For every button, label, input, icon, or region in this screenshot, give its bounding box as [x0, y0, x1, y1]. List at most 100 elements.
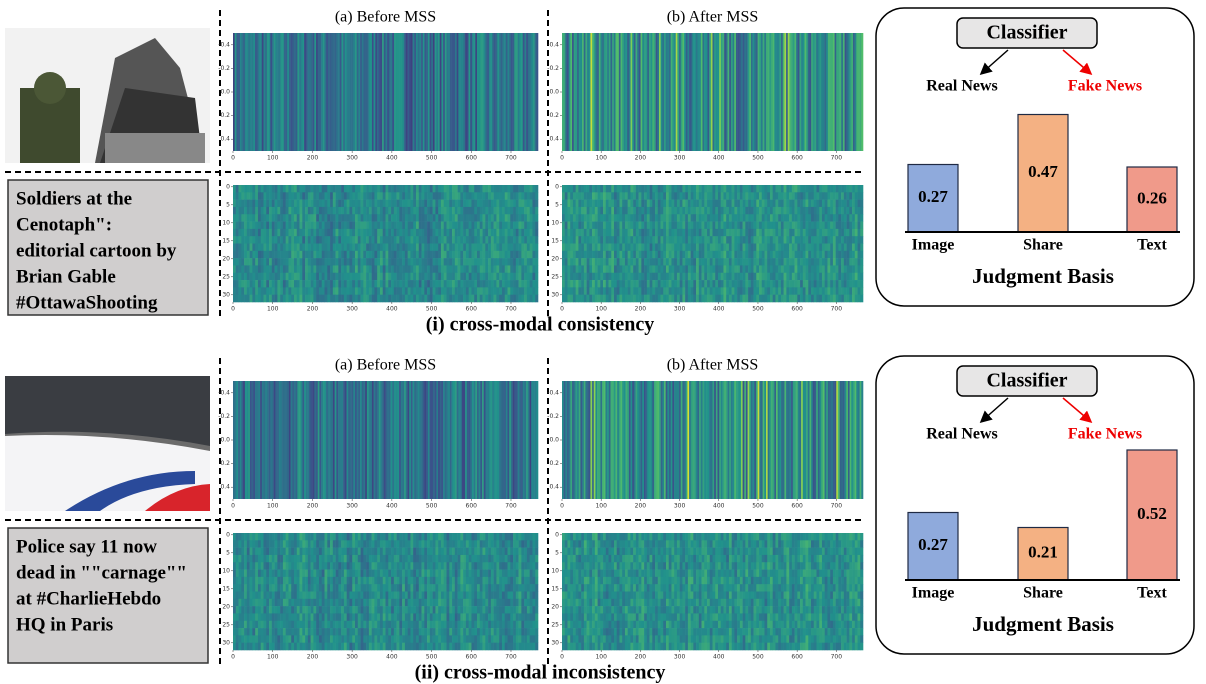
heatmap-cell: [369, 280, 372, 288]
heatmap-cell: [502, 200, 505, 208]
heatmap-cell: [349, 548, 352, 556]
heatmap-cell: [305, 229, 308, 237]
heatmap-cell: [433, 540, 436, 548]
heatmap-cell: [288, 548, 291, 556]
heatmap-cell: [814, 222, 817, 230]
heatmap-cell: [438, 244, 441, 252]
heatmap-cell: [841, 200, 844, 208]
heatmap-cell: [294, 265, 297, 273]
heatmap-cell: [483, 287, 486, 295]
heatmap-cell: [775, 258, 778, 266]
heatmap-cell: [380, 200, 383, 208]
heatmap-cell: [814, 185, 817, 193]
heatmap-cell: [519, 236, 522, 244]
heatmap-cell: [311, 548, 314, 556]
heatmap-cell: [330, 229, 333, 237]
heatmap-cell: [361, 236, 364, 244]
heatmap-cell: [521, 192, 524, 200]
heatmap-cell: [469, 540, 472, 548]
heatmap-cell: [366, 244, 369, 252]
heatmap-cell: [413, 258, 416, 266]
heatmap-cell: [239, 548, 242, 556]
heatmap-cell: [773, 265, 776, 273]
heatmap-cell: [841, 287, 844, 295]
heatmap-cell: [294, 570, 297, 578]
heatmap-cell: [499, 222, 502, 230]
heatmap-cell: [266, 207, 269, 215]
heatmap-cell: [808, 222, 811, 230]
heatmap-cell: [636, 207, 639, 215]
heatmap-cell: [460, 229, 463, 237]
x-tick-label: 200: [307, 155, 319, 162]
heatmap-cell: [474, 265, 477, 273]
heatmap-cell: [619, 287, 622, 295]
heatmap-cell: [499, 192, 502, 200]
heatmap-cell: [592, 236, 595, 244]
heatmap-cell: [474, 548, 477, 556]
heatmap-cell: [466, 200, 469, 208]
heatmap-cell: [433, 192, 436, 200]
heatmap-cell: [576, 207, 579, 215]
heatmap-cell: [825, 229, 828, 237]
heatmap-cell: [628, 222, 631, 230]
heatmap-cell: [458, 185, 461, 193]
heatmap-cell: [233, 229, 236, 237]
heatmap-cell: [630, 185, 633, 193]
heatmap-cell: [748, 273, 751, 281]
heatmap-cell: [397, 280, 400, 288]
heatmap-cell: [827, 265, 830, 273]
heatmap-cell: [614, 236, 617, 244]
heatmap-cell: [480, 280, 483, 288]
heatmap-cell: [319, 577, 322, 585]
heatmap-cell: [600, 222, 603, 230]
heatmap-cell: [413, 244, 416, 252]
heatmap-cell: [366, 287, 369, 295]
heatmap-cell: [570, 251, 573, 259]
heatmap-cell: [397, 229, 400, 237]
heatmap-cell: [650, 192, 653, 200]
heatmap-cell: [661, 251, 664, 259]
heatmap-cell: [754, 244, 757, 252]
heatmap-cell: [413, 562, 416, 570]
heatmap-cell: [625, 295, 628, 303]
heatmap-cell: [372, 548, 375, 556]
heatmap-cell: [313, 185, 316, 193]
heatmap-cell: [413, 533, 416, 541]
heatmap-cell: [391, 562, 394, 570]
heatmap-cell: [327, 273, 330, 281]
heatmap-cell: [441, 562, 444, 570]
heatmap-cell: [847, 185, 850, 193]
heatmap-cell: [460, 236, 463, 244]
heatmap-cell: [513, 548, 516, 556]
heatmap-cell: [297, 555, 300, 563]
heatmap-cell: [286, 251, 289, 259]
heatmap-cell: [633, 265, 636, 273]
heatmap-cell: [789, 295, 792, 303]
heatmap-cell: [628, 229, 631, 237]
heatmap-cell: [236, 287, 239, 295]
heatmap-cell: [294, 258, 297, 266]
heatmap-cell: [650, 273, 653, 281]
heatmap-cell: [849, 265, 852, 273]
heatmap-cell: [491, 185, 494, 193]
heatmap-cell: [516, 200, 519, 208]
heatmap-cell: [699, 258, 702, 266]
heatmap-cell: [366, 548, 369, 556]
heatmap-cell: [244, 280, 247, 288]
heatmap-cell: [261, 200, 264, 208]
heatmap-cell: [584, 200, 587, 208]
heatmap-cell: [430, 533, 433, 541]
heatmap-cell: [800, 258, 803, 266]
heatmap-cell: [494, 236, 497, 244]
heatmap-cell: [374, 236, 377, 244]
category-label: Image: [912, 237, 955, 254]
heatmap-cell: [792, 236, 795, 244]
heatmap-cell: [636, 192, 639, 200]
heatmap-cell: [344, 548, 347, 556]
heatmap-cell: [688, 244, 691, 252]
heatmap-cell: [333, 214, 336, 222]
heatmap-cell: [444, 214, 447, 222]
heatmap-cell: [748, 200, 751, 208]
heatmap-cell: [617, 273, 620, 281]
heatmap-cell: [264, 229, 267, 237]
